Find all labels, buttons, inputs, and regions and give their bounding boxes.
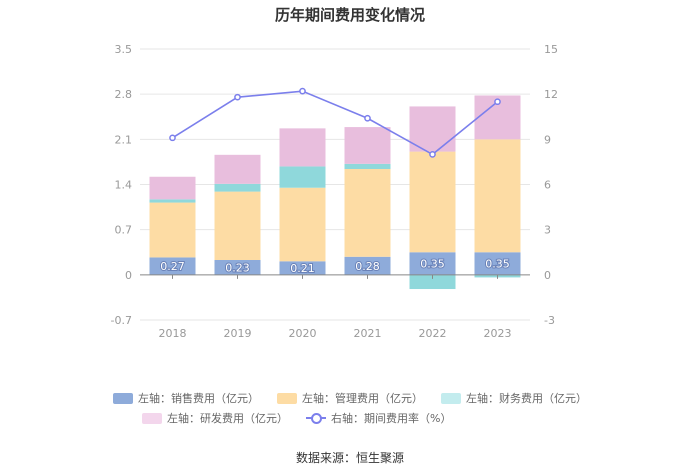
bar-segment bbox=[344, 127, 391, 164]
legend-item-finance[interactable]: 左轴：财务费用（亿元） bbox=[441, 390, 587, 406]
bar-data-label: 0.35 bbox=[485, 258, 510, 271]
legend-label-sales: 左轴：销售费用（亿元） bbox=[138, 392, 259, 405]
line-series-point bbox=[169, 134, 176, 142]
bar-segment bbox=[409, 274, 456, 290]
x-axis-tick-label: 2020 bbox=[289, 327, 317, 340]
right-axis-tick-label: 3 bbox=[544, 224, 551, 237]
legend-swatch-finance bbox=[441, 392, 461, 404]
bar-segment bbox=[474, 139, 521, 253]
bar-segment bbox=[149, 176, 196, 200]
bar-segment bbox=[279, 166, 326, 188]
left-axis-tick-label: 2.8 bbox=[115, 88, 133, 101]
bar-segment bbox=[149, 199, 196, 203]
legend-item-rate[interactable]: 右轴：期间费用率（%） bbox=[306, 410, 451, 426]
line-series-point bbox=[234, 93, 241, 101]
legend-label-rate: 右轴：期间费用率（%） bbox=[331, 412, 452, 425]
line-series-point bbox=[494, 98, 501, 106]
legend-swatch-rate bbox=[306, 412, 326, 424]
bar-segment bbox=[344, 163, 391, 170]
legend-swatch-sales bbox=[113, 392, 133, 404]
bar-segment bbox=[149, 202, 196, 258]
bar-data-label: 0.27 bbox=[160, 260, 185, 273]
chart-title: 历年期间费用变化情况 bbox=[274, 6, 425, 24]
bar-data-label: 0.28 bbox=[355, 260, 380, 273]
x-axis-tick-label: 2019 bbox=[224, 327, 252, 340]
bar-segment bbox=[344, 256, 391, 275]
line-series-point bbox=[429, 151, 436, 158]
bar-segment bbox=[214, 183, 261, 192]
legend-swatch-admin bbox=[277, 392, 297, 404]
x-axis-tick-label: 2021 bbox=[354, 327, 382, 340]
legend-label-admin: 左轴：管理费用（亿元） bbox=[302, 392, 423, 405]
right-axis-tick-label: 12 bbox=[544, 88, 558, 101]
left-axis-tick-label: 2.1 bbox=[115, 133, 133, 146]
bar-data-label: 0.23 bbox=[225, 261, 250, 274]
line-series-point bbox=[299, 87, 306, 95]
bar-segment bbox=[409, 252, 456, 275]
right-axis-tick-label: 6 bbox=[544, 179, 551, 192]
bar-segment bbox=[474, 252, 521, 275]
bar-segment bbox=[279, 261, 326, 275]
right-axis-tick-label: -3 bbox=[544, 314, 555, 327]
x-axis-tick-label: 2018 bbox=[159, 327, 187, 340]
legend-label-finance: 左轴：财务费用（亿元） bbox=[466, 392, 587, 405]
bar-segment bbox=[279, 128, 326, 167]
line-series-point bbox=[364, 114, 371, 122]
right-axis-tick-label: 0 bbox=[544, 269, 551, 282]
x-axis-tick-label: 2022 bbox=[419, 327, 447, 340]
left-axis-tick-label: 0.7 bbox=[115, 224, 133, 237]
right-axis-tick-label: 15 bbox=[544, 43, 558, 56]
bar-segment bbox=[149, 257, 196, 275]
bar-segment bbox=[279, 187, 326, 262]
left-axis-tick-label: 3.5 bbox=[115, 43, 133, 56]
line-series-path bbox=[172, 90, 499, 156]
legend-row-1: 左轴：销售费用（亿元） 左轴：管理费用（亿元） 左轴：财务费用（亿元） bbox=[0, 390, 700, 406]
x-axis-tick-label: 2023 bbox=[484, 327, 512, 340]
legend-item-sales[interactable]: 左轴：销售费用（亿元） bbox=[113, 390, 259, 406]
legend-item-rd[interactable]: 左轴：研发费用（亿元） bbox=[142, 410, 288, 426]
bar-data-label: 0.35 bbox=[420, 258, 445, 271]
bar-segment bbox=[214, 191, 261, 260]
bar-segment bbox=[409, 106, 456, 152]
bar-segment bbox=[214, 154, 261, 184]
legend-swatch-rd bbox=[142, 412, 162, 424]
left-axis-tick-label: -0.7 bbox=[111, 314, 132, 327]
legend-row-2: 左轴：研发费用（亿元） 右轴：期间费用率（%） bbox=[0, 410, 700, 426]
bar-data-label: 0.21 bbox=[290, 262, 315, 275]
bar-segment bbox=[344, 169, 391, 257]
left-axis-tick-label: 0 bbox=[125, 269, 132, 282]
legend-item-admin[interactable]: 左轴：管理费用（亿元） bbox=[277, 390, 423, 406]
bar-segment bbox=[214, 259, 261, 275]
data-source: 数据来源：恒生聚源 bbox=[295, 451, 404, 465]
left-axis-tick-label: 1.4 bbox=[115, 179, 133, 192]
right-axis-tick-label: 9 bbox=[544, 133, 551, 146]
legend-label-rd: 左轴：研发费用（亿元） bbox=[167, 412, 288, 425]
bar-segment bbox=[409, 151, 456, 253]
